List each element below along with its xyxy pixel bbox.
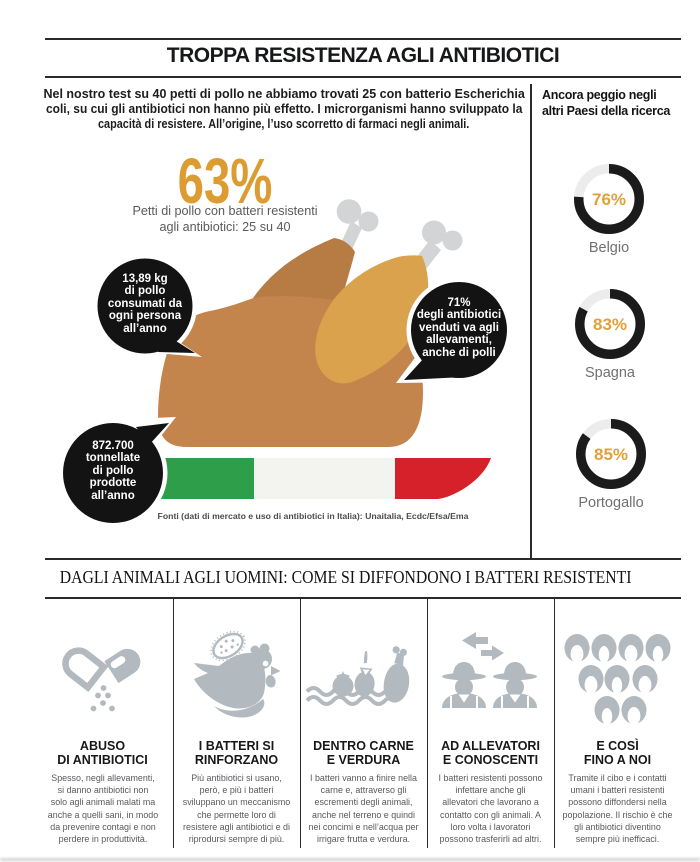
svg-text:Portogallo: Portogallo [578,495,643,511]
svg-text:Spagna: Spagna [585,365,636,381]
svg-text:76%: 76% [592,190,626,209]
svg-text:Belgio: Belgio [589,240,629,256]
svg-text:85%: 85% [594,445,628,464]
svg-text:83%: 83% [593,315,627,334]
